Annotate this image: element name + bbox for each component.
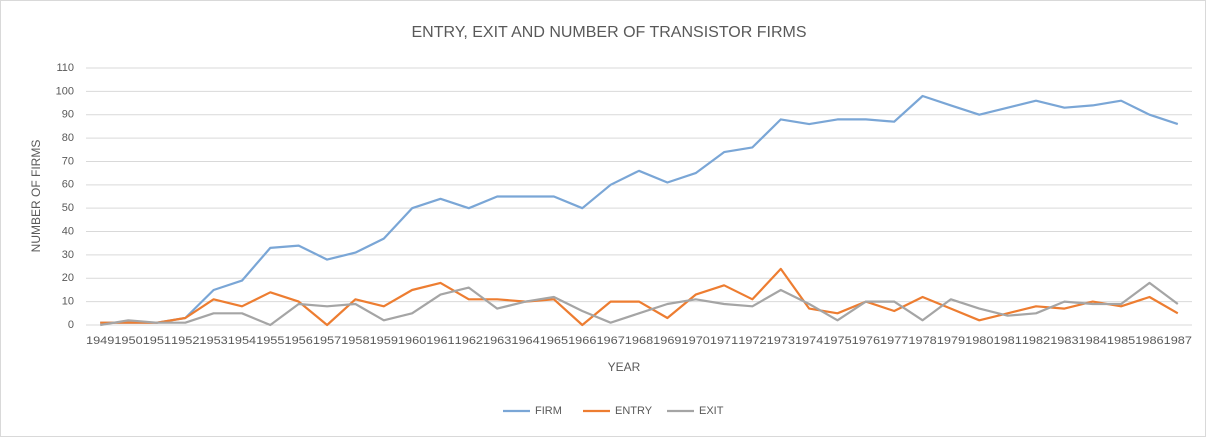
legend-label: FIRM <box>535 405 562 417</box>
x-tick-label: 1959 <box>370 335 398 347</box>
x-tick-label: 1986 <box>1135 335 1163 347</box>
y-tick-label: 0 <box>68 319 74 331</box>
x-tick-label: 1978 <box>908 335 936 347</box>
x-tick-label: 1977 <box>880 335 908 347</box>
series-line <box>100 267 1179 327</box>
x-tick-label: 1970 <box>682 335 710 347</box>
x-tick-label: 1967 <box>596 335 624 347</box>
x-tick-label: 1969 <box>653 335 681 347</box>
y-tick-label: 100 <box>56 85 74 97</box>
x-tick-label: 1963 <box>483 335 511 347</box>
x-tick-label: 1983 <box>1050 335 1078 347</box>
x-tick-label: 1981 <box>993 335 1021 347</box>
legend-label: ENTRY <box>615 405 653 417</box>
x-tick-label: 1953 <box>199 335 227 347</box>
x-tick-label: 1985 <box>1107 335 1135 347</box>
x-tick-label: 1982 <box>1022 335 1050 347</box>
x-tick-label: 1961 <box>426 335 454 347</box>
y-tick-label: 80 <box>62 132 74 144</box>
x-tick-label: 1952 <box>171 335 199 347</box>
x-axis-title: YEAR <box>608 360 641 374</box>
x-tick-label: 1954 <box>228 335 256 347</box>
y-tick-label: 110 <box>56 62 74 74</box>
x-tick-label: 1965 <box>540 335 568 347</box>
y-tick-label: 90 <box>62 109 74 121</box>
x-tick-label: 1956 <box>285 335 313 347</box>
x-tick-label: 1972 <box>738 335 766 347</box>
x-tick-label: 1973 <box>767 335 795 347</box>
x-tick-label: 1975 <box>823 335 851 347</box>
x-tick-label: 1951 <box>143 335 171 347</box>
x-tick-label: 1949 <box>86 335 114 347</box>
x-tick-label: 1960 <box>398 335 426 347</box>
x-tick-label: 1979 <box>937 335 965 347</box>
x-tick-label: 1974 <box>795 335 823 347</box>
x-tick-label: 1980 <box>965 335 993 347</box>
series-line <box>100 281 1179 327</box>
x-tick-label: 1976 <box>852 335 880 347</box>
y-axis-title: NUMBER OF FIRMS <box>29 140 43 253</box>
x-tick-label: 1984 <box>1079 335 1107 347</box>
x-tick-label: 1987 <box>1164 335 1192 347</box>
x-tick-label: 1955 <box>256 335 284 347</box>
series-line <box>100 94 1179 324</box>
x-tick-label: 1957 <box>313 335 341 347</box>
x-tick-label: 1958 <box>341 335 369 347</box>
y-tick-label: 30 <box>62 249 74 261</box>
y-tick-label: 70 <box>62 155 74 167</box>
y-tick-label: 10 <box>62 296 74 308</box>
x-tick-label: 1964 <box>511 335 539 347</box>
legend-label: EXIT <box>699 405 724 417</box>
y-tick-label: 50 <box>62 202 74 214</box>
y-tick-label: 60 <box>62 179 74 191</box>
x-tick-label: 1966 <box>568 335 596 347</box>
x-tick-label: 1962 <box>455 335 483 347</box>
chart-title: ENTRY, EXIT AND NUMBER OF TRANSISTOR FIR… <box>411 24 806 41</box>
y-tick-label: 20 <box>62 272 74 284</box>
x-tick-label: 1971 <box>710 335 738 347</box>
x-tick-label: 1950 <box>114 335 142 347</box>
x-tick-label: 1968 <box>625 335 653 347</box>
y-tick-label: 40 <box>62 225 74 237</box>
